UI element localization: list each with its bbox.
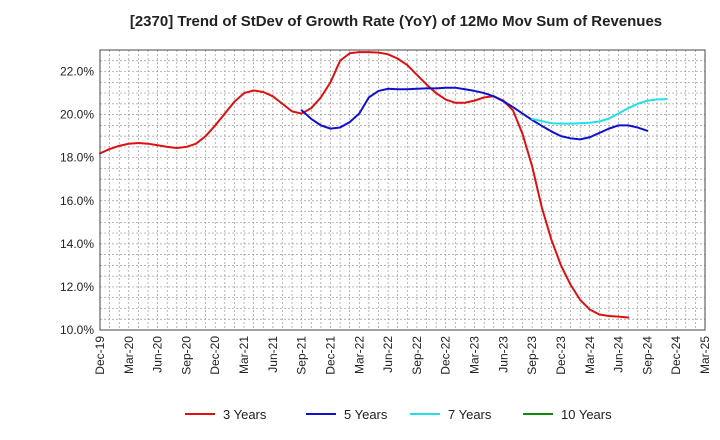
- legend-label: 7 Years: [448, 407, 492, 422]
- series-line-5-years: [300, 86, 649, 141]
- x-tick-label: Dec-21: [323, 336, 337, 375]
- x-tick-label: Dec-20: [208, 336, 222, 375]
- x-tick-label: Mar-23: [468, 336, 482, 374]
- y-tick-label: 16.0%: [60, 194, 94, 208]
- y-tick-label: 14.0%: [60, 237, 94, 251]
- x-tick-label: Mar-20: [122, 336, 136, 374]
- x-tick-label: Mar-21: [237, 336, 251, 374]
- series-lines: [99, 51, 668, 319]
- x-tick-label: Sep-23: [525, 336, 539, 375]
- x-tick-label: Jun-23: [496, 336, 510, 373]
- series-line-3-years: [99, 51, 630, 319]
- chart-title: [2370] Trend of StDev of Growth Rate (Yo…: [130, 13, 662, 30]
- plot-area-frame: [99, 49, 706, 331]
- x-tick-label: Sep-21: [295, 336, 309, 375]
- x-tick-label: Dec-19: [93, 336, 107, 375]
- y-tick-label: 20.0%: [60, 108, 94, 122]
- x-tick-label: Jun-20: [151, 336, 165, 373]
- x-tick-label: Dec-24: [669, 336, 683, 375]
- x-tick-label: Mar-25: [698, 336, 712, 374]
- y-tick-label: 22.0%: [60, 65, 94, 79]
- y-tick-label: 10.0%: [60, 323, 94, 337]
- x-tick-label: Jun-24: [612, 336, 626, 373]
- y-tick-label: 12.0%: [60, 280, 94, 294]
- y-tick-label: 18.0%: [60, 151, 94, 165]
- x-tick-label: Mar-24: [583, 336, 597, 374]
- x-tick-label: Jun-22: [381, 336, 395, 373]
- legend-label: 3 Years: [223, 407, 267, 422]
- series-line-7-years: [531, 98, 668, 125]
- x-tick-label: Sep-24: [640, 336, 654, 375]
- x-tick-label: Jun-21: [266, 336, 280, 373]
- x-tick-label: Sep-20: [179, 336, 193, 375]
- legend-label: 5 Years: [344, 407, 388, 422]
- grid: [100, 50, 705, 330]
- y-axis: 10.0% 12.0% 14.0% 16.0% 18.0% 20.0% 22.0%: [60, 65, 94, 337]
- x-axis: Dec-19 Mar-20 Jun-20 Sep-20 Dec-20 Mar-21 Jun-…: [93, 336, 712, 375]
- x-tick-label: Sep-22: [410, 336, 424, 375]
- x-tick-label: Dec-22: [439, 336, 453, 375]
- legend-label: 10 Years: [561, 407, 612, 422]
- x-tick-label: Dec-23: [554, 336, 568, 375]
- x-tick-label: Mar-22: [352, 336, 366, 374]
- legend: 3 Years 5 Years 7 Years 10 Years: [185, 407, 612, 422]
